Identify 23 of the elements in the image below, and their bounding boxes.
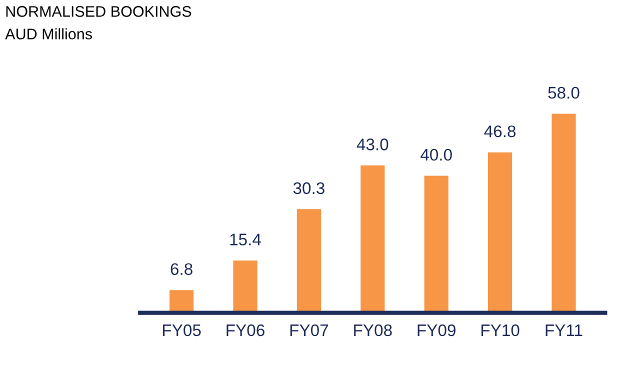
bar [550, 112, 578, 313]
bar [232, 259, 259, 313]
data-label: 6.8 [170, 263, 192, 276]
data-label: 46.8 [484, 125, 516, 138]
data-label: 30.3 [293, 182, 324, 194]
bar [422, 174, 450, 313]
x-tick-label: FY06 [226, 324, 264, 336]
bar [296, 208, 322, 313]
bar [359, 164, 386, 313]
data-label: 15.4 [230, 234, 261, 246]
bar [168, 288, 195, 313]
x-tick-label: FY10 [481, 324, 520, 336]
x-tick-label: FY07 [290, 324, 328, 336]
data-label: 58.0 [548, 86, 580, 99]
x-tick-label: FY11 [546, 324, 582, 336]
data-label: 40.0 [420, 148, 452, 161]
x-tick-label: FY05 [162, 324, 201, 336]
chart-title: NORMALISED BOOKINGS [6, 6, 192, 17]
x-tick-label: FY08 [354, 324, 392, 336]
bar [486, 150, 514, 313]
chart-subtitle: AUD Millions [5, 28, 92, 40]
x-tick-label: FY09 [418, 324, 456, 336]
data-label: 43.0 [356, 138, 388, 150]
